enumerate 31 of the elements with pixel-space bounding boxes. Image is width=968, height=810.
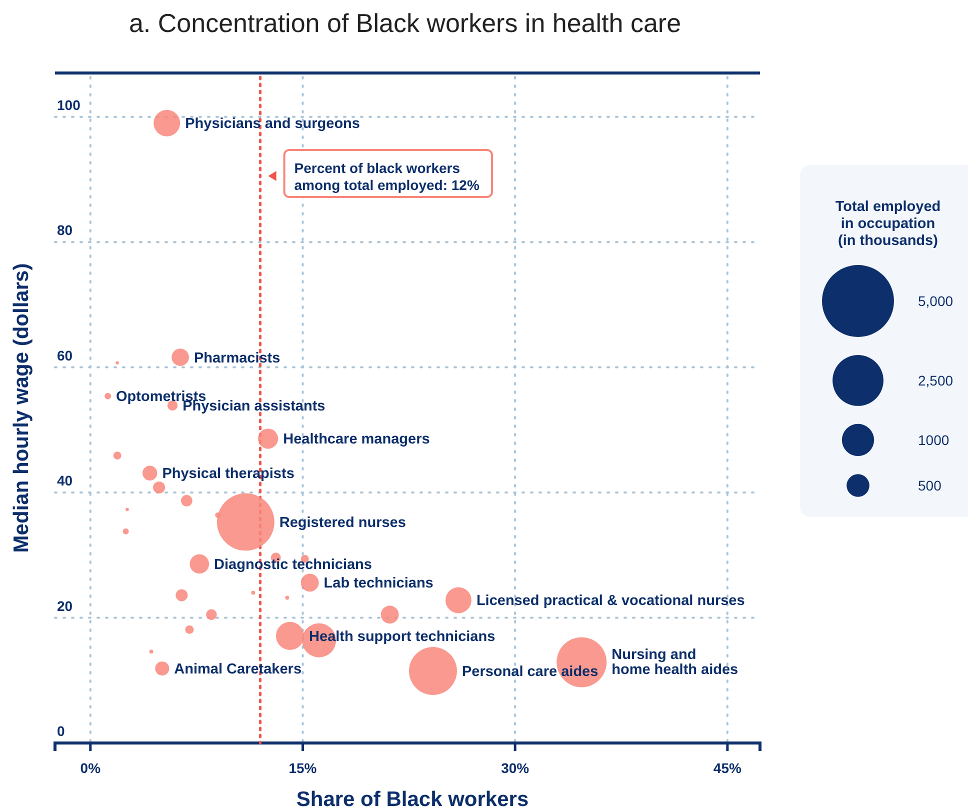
annotation: Healthcare managers — [283, 432, 430, 448]
annotation: Registered nurses — [279, 514, 406, 531]
x-tick-label: 45% — [713, 760, 742, 776]
annotation: Health support technicians — [309, 628, 496, 645]
y-tick-label: 40 — [57, 472, 73, 489]
legend-label: 2,500 — [918, 372, 954, 388]
annotation: Animal Caretakers — [174, 661, 302, 678]
y-tick-label: 0 — [57, 723, 65, 739]
y-tick-label: 100 — [57, 96, 81, 113]
x-tick-label: 30% — [501, 760, 530, 776]
annotation: Physicians and surgeons — [185, 116, 360, 132]
y-tick-label: 20 — [57, 598, 73, 614]
y-tick-label: 60 — [57, 347, 73, 364]
annotation: Physical therapists — [162, 466, 294, 482]
annotation: Personal care aides — [462, 664, 598, 680]
y-axis-title: Median hourly wage (dollars) — [10, 263, 33, 553]
annotation: Pharmacists — [194, 350, 280, 366]
annotation: Licensed practical & vocational nurses — [476, 593, 745, 610]
x-tick-label: 15% — [288, 760, 318, 776]
legend-label: 1000 — [918, 432, 950, 448]
x-axis-title: Share of Black workers — [296, 788, 529, 810]
legend-title: Total employed in occupation (in thousands) — [835, 199, 941, 249]
annotation: Diagnostic technicians — [214, 556, 372, 573]
legend-label: 500 — [918, 477, 942, 494]
x-tick-label: 0% — [80, 760, 102, 776]
annotation: Lab technicians — [324, 576, 434, 592]
legend-label: 5,000 — [918, 293, 954, 309]
chart-title: a. Concentration of Black workers in health care — [128, 8, 682, 38]
y-tick-label: 80 — [57, 222, 73, 238]
annotation: Nursing and home health aides — [612, 647, 738, 678]
ref-line-label: Percent of black workers among total employed: 12% — [294, 160, 480, 193]
